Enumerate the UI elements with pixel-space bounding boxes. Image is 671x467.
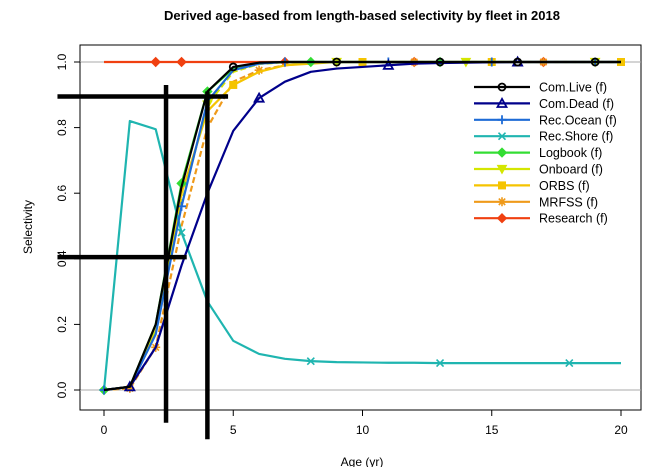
legend-label: MRFSS (f): [539, 195, 598, 209]
legend-label: Rec.Ocean (f): [539, 113, 617, 127]
data-point: [497, 197, 507, 207]
legend-item: Logbook (f): [474, 146, 602, 160]
x-tick-label: 15: [485, 423, 499, 437]
legend-item: ORBS (f): [474, 179, 590, 193]
x-tick-label: 5: [230, 423, 237, 437]
legend-label: Com.Live (f): [539, 81, 607, 95]
data-point: [565, 359, 574, 368]
legend-item: Research (f): [474, 212, 608, 226]
data-point: [125, 383, 135, 393]
data-point: [253, 91, 266, 103]
data-point: [497, 115, 507, 125]
legend-label: ORBS (f): [539, 179, 590, 193]
drawn-annotations: [57, 84, 229, 440]
data-point: [590, 57, 600, 67]
data-point: [177, 228, 186, 237]
legend-label: Logbook (f): [539, 146, 602, 160]
series-line: [103, 60, 621, 392]
data-point: [229, 80, 238, 89]
x-tick-label: 20: [614, 423, 628, 437]
legend-item: Rec.Ocean (f): [474, 113, 617, 127]
data-point: [435, 57, 445, 67]
data-point: [496, 212, 508, 224]
data-point: [382, 58, 395, 70]
data-point: [513, 57, 522, 67]
data-point: [150, 56, 161, 68]
data-point: [306, 357, 315, 366]
data-point: [498, 181, 506, 190]
data-point: [497, 132, 507, 141]
series-layer: [98, 55, 625, 396]
y-tick-label: 0.2: [55, 316, 69, 333]
y-tick-label: 0.0: [55, 381, 69, 398]
legend-item: Onboard (f): [474, 163, 603, 177]
data-point: [228, 62, 238, 72]
data-point: [496, 164, 508, 175]
series-line: [102, 119, 621, 391]
data-point: [496, 147, 508, 158]
data-point: [495, 97, 509, 108]
data-point: [332, 57, 342, 67]
legend-label: Rec.Shore (f): [539, 130, 613, 144]
x-axis-label: Age (yr): [341, 455, 384, 467]
legend-label: Com.Dead (f): [539, 97, 614, 111]
legend-label: Research (f): [539, 212, 608, 226]
legend-label: Onboard (f): [539, 163, 603, 177]
data-point: [435, 359, 445, 368]
series-rec-shore-f: [102, 119, 621, 391]
legend-item: Com.Live (f): [474, 81, 607, 95]
data-point: [176, 56, 187, 68]
data-point: [497, 82, 507, 92]
x-tick-label: 10: [356, 423, 370, 437]
y-axis-label: Selectivity: [21, 200, 35, 254]
legend: Com.Live (f) Com.Dead (f) Rec.Ocean (f) Rec…: [470, 76, 630, 234]
legend-item: Rec.Shore (f): [474, 130, 613, 144]
chart-title: Derived age-based from length-based sele…: [164, 8, 560, 23]
y-tick-label: 0.8: [55, 119, 69, 136]
x-tick-label: 0: [101, 423, 108, 437]
y-tick-label: 0.6: [55, 185, 69, 202]
data-point: [254, 65, 264, 75]
series-com-live-f: [103, 57, 621, 392]
legend-item: Com.Dead (f): [474, 97, 614, 111]
y-tick-label: 1.0: [55, 53, 69, 70]
legend-item: MRFSS (f): [474, 195, 598, 209]
